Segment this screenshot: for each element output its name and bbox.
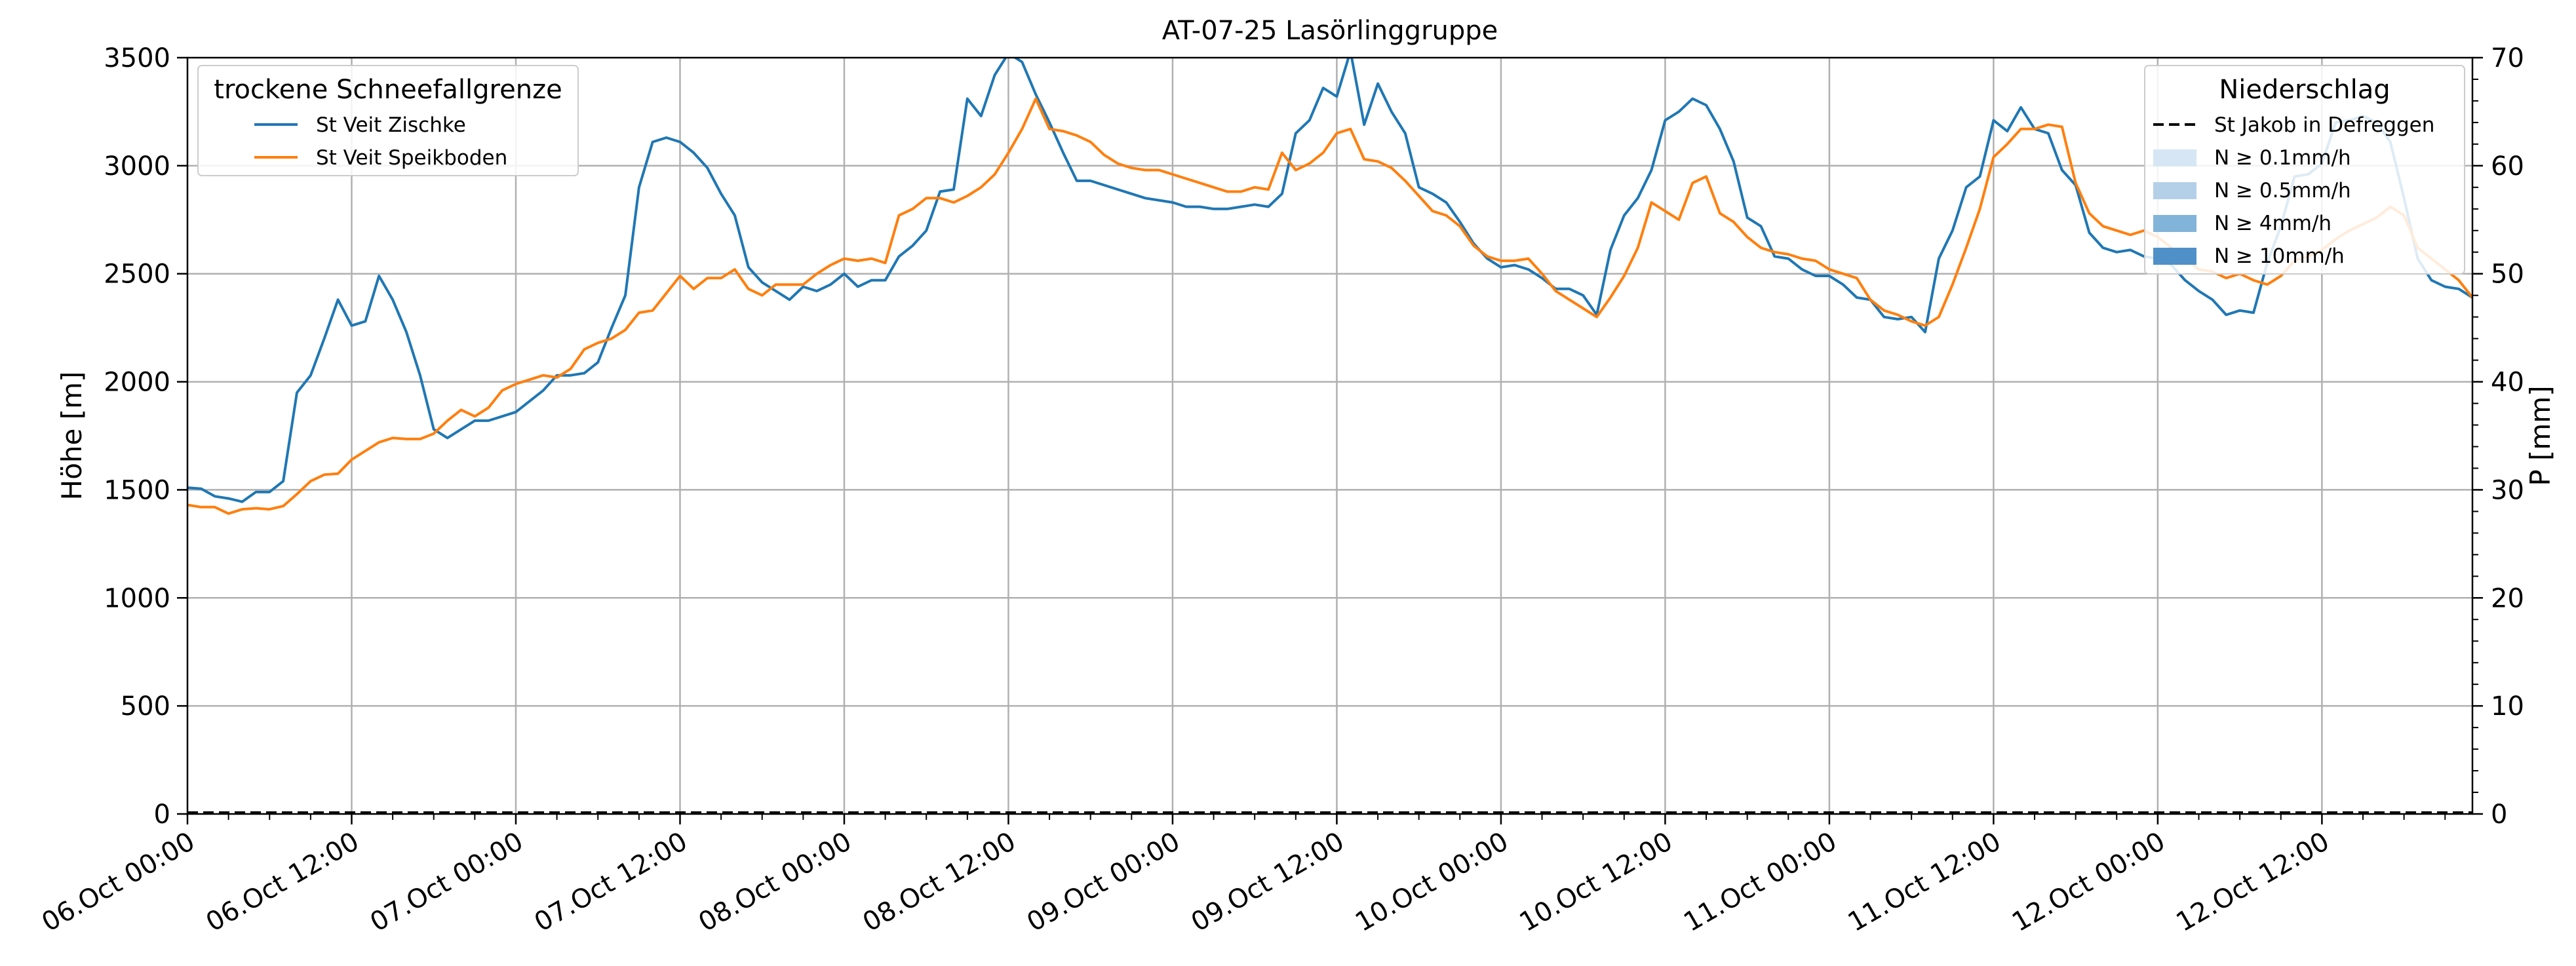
chart-title: AT-07-25 Lasörlinggruppe xyxy=(1162,16,1498,46)
y-tick-label: 2000 xyxy=(104,368,170,398)
y-tick-label: 2500 xyxy=(104,260,170,290)
grid xyxy=(187,58,2472,814)
y-axis-label: Höhe [m] xyxy=(56,372,88,501)
legend-snowline-box xyxy=(197,65,579,176)
legend-precipitation: Niederschlag St Jakob in Defreggen N ≥ 0… xyxy=(2144,65,2465,275)
y2-tick-label: 40 xyxy=(2491,368,2524,398)
y-tick-label: 3500 xyxy=(104,43,170,73)
legend-label-n10: N ≥ 10mm/h xyxy=(2214,244,2345,268)
legend-swatch-n10 xyxy=(2153,248,2196,265)
y-tick-label: 0 xyxy=(154,800,170,830)
legend-snowline: trockene Schneefallgrenze St Veit Zischk… xyxy=(197,65,579,176)
series-layer xyxy=(187,58,2472,515)
y2-tick-label: 30 xyxy=(2491,475,2524,505)
y-tick-label: 1500 xyxy=(104,475,170,505)
y2-tick-label: 70 xyxy=(2491,43,2524,73)
legend-label-speikboden: St Veit Speikboden xyxy=(316,146,507,170)
legend-snowline-title: trockene Schneefallgrenze xyxy=(214,75,562,105)
y-tick-label: 1000 xyxy=(104,583,170,613)
legend-swatch-n01 xyxy=(2153,149,2196,166)
y-tick-label: 3000 xyxy=(104,151,170,182)
y2-tick-label: 20 xyxy=(2491,583,2524,613)
legend-label-n01: N ≥ 0.1mm/h xyxy=(2214,146,2351,170)
y2-tick-label: 50 xyxy=(2491,260,2524,290)
series-line-speikboden xyxy=(187,97,2472,515)
legend-label-n05: N ≥ 0.5mm/h xyxy=(2214,179,2351,203)
legend-swatch-n4 xyxy=(2153,215,2196,232)
legend-precip-title: Niederschlag xyxy=(2219,75,2390,105)
legend-swatch-n05 xyxy=(2153,182,2196,199)
y2-tick-label: 10 xyxy=(2491,691,2524,722)
legend-precip-box xyxy=(2144,65,2465,275)
y2-tick-label: 60 xyxy=(2491,151,2524,182)
legend-label-st-jakob: St Jakob in Defreggen xyxy=(2214,113,2434,137)
legend-label-n4: N ≥ 4mm/h xyxy=(2214,212,2332,235)
series-line-zischke xyxy=(187,58,2472,503)
y-tick-label: 500 xyxy=(121,691,170,722)
y2-axis-label: P [mm] xyxy=(2524,385,2556,486)
legend-label-zischke: St Veit Zischke xyxy=(316,113,466,137)
y2-tick-label: 0 xyxy=(2491,800,2507,830)
plot-frame xyxy=(186,56,2474,815)
